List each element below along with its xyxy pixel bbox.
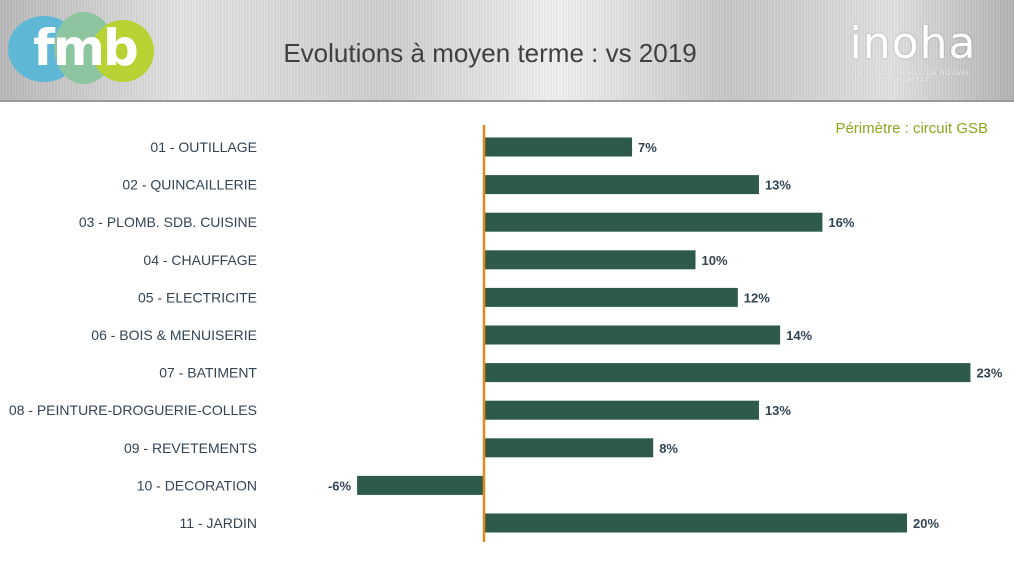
logo-blob-lime (92, 20, 154, 82)
bar (484, 325, 781, 345)
bar (357, 475, 484, 495)
bar (484, 175, 759, 195)
data-label: 16% (828, 215, 854, 230)
data-label: -6% (328, 478, 352, 493)
fmb-logo: fmb (8, 10, 154, 86)
category-label: 05 - ELECTRICITE (138, 289, 257, 305)
category-label: 06 - BOIS & MENUISERIE (91, 327, 257, 343)
bar (484, 513, 907, 533)
data-label: 13% (765, 403, 791, 418)
fmb-logo-text: fmb (33, 19, 139, 77)
inoha-logo: inoha LES INDUSTRIELS DU NOUVEL HABITAT (838, 18, 988, 85)
category-label: 11 - JARDIN (179, 515, 257, 531)
category-label: 10 - DECORATION (137, 477, 257, 493)
category-label: 07 - BATIMENT (159, 365, 257, 381)
category-label: 03 - PLOMB. SDB. CUISINE (79, 214, 257, 230)
bar (484, 137, 633, 157)
page-title: Evolutions à moyen terme : vs 2019 (283, 38, 697, 68)
data-label: 12% (744, 290, 770, 305)
data-label: 20% (913, 516, 939, 531)
category-label: 02 - QUINCAILLERIE (122, 177, 257, 193)
category-label: 08 - PEINTURE-DROGUERIE-COLLES (9, 402, 257, 418)
bar (484, 250, 696, 270)
bar (484, 438, 654, 458)
bars-layer: 01 - OUTILLAGE 7% 02 - QUINCAILLERIE 13% 03 … (9, 137, 1003, 533)
data-label: 10% (702, 253, 728, 268)
bar (484, 287, 738, 307)
data-label: 13% (765, 178, 791, 193)
bar (484, 212, 823, 232)
category-label: 09 - REVETEMENTS (124, 440, 257, 456)
data-label: 14% (786, 328, 812, 343)
category-label: 01 - OUTILLAGE (150, 139, 257, 155)
inoha-logo-text: inoha (849, 18, 977, 69)
bar (484, 363, 971, 383)
category-label: 04 - CHAUFFAGE (143, 252, 257, 268)
data-label: 23% (976, 366, 1002, 381)
data-label: 7% (638, 140, 657, 155)
inoha-logo-tagline: LES INDUSTRIELS DU NOUVEL HABITAT (854, 70, 972, 84)
bar-chart: 01 - OUTILLAGE 7% 02 - QUINCAILLERIE 13% 03 … (9, 125, 1003, 542)
data-label: 8% (659, 441, 678, 456)
bar (484, 400, 759, 420)
header-banner (0, 0, 1014, 102)
perimetre-note: Périmètre : circuit GSB (835, 120, 988, 137)
